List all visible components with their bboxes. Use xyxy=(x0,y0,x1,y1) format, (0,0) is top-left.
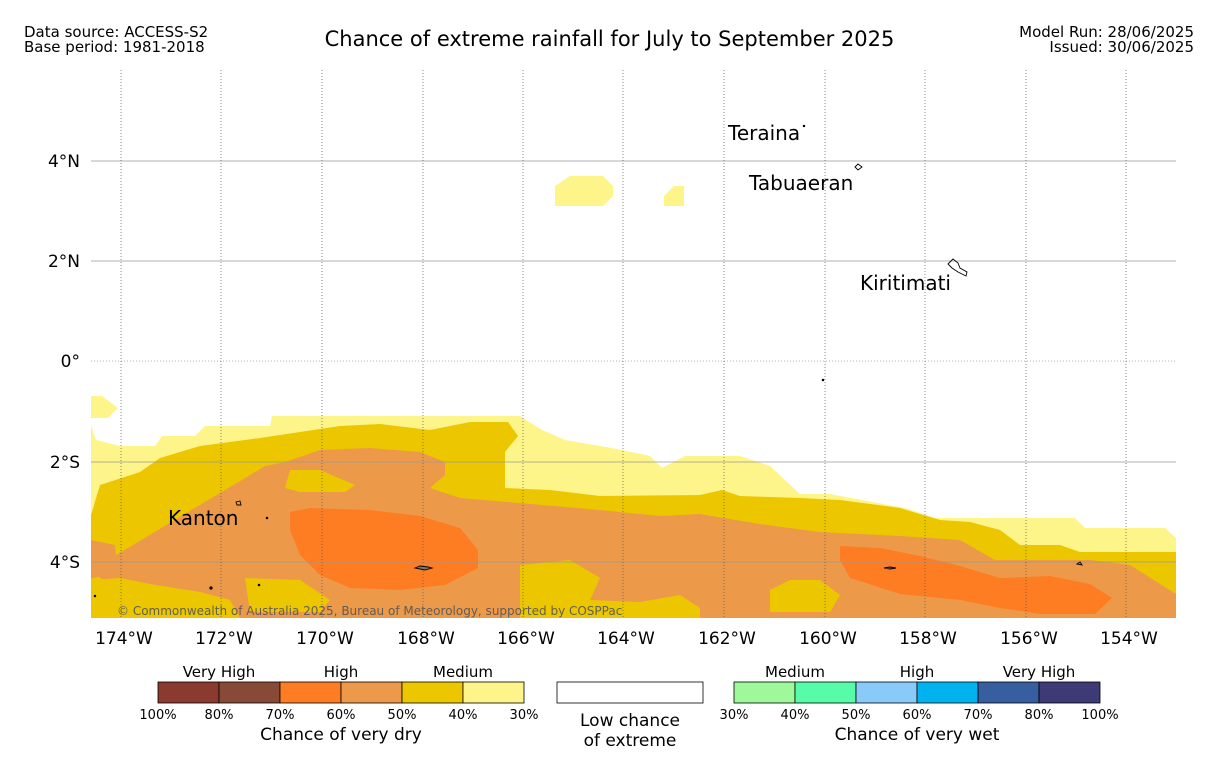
legend-dry-group-label: High xyxy=(324,663,358,681)
legend-wet-swatch-4 xyxy=(977,681,1040,704)
legend-wet-group-label: Medium xyxy=(765,663,825,681)
lat-tick-label: 0° xyxy=(61,352,80,372)
medium-dry-pocket xyxy=(285,470,355,492)
legend-wet-swatch-5 xyxy=(1038,681,1101,704)
lat-tick-label: 2°N xyxy=(48,252,80,272)
page-title: Chance of extreme rainfall for July to S… xyxy=(324,27,895,51)
legend-low-chance: Low chance of extreme xyxy=(556,681,704,751)
legend-wet-tick: 100% xyxy=(1081,708,1118,723)
latitude-gridlines xyxy=(91,160,1176,563)
legend-dry-swatch-5 xyxy=(462,681,525,704)
legend-dry-tick: 100% xyxy=(139,708,176,723)
legend-dry-tick: 60% xyxy=(327,708,356,723)
high-dry-region xyxy=(91,540,118,578)
legend-wet-swatch-0 xyxy=(733,681,796,704)
model-run-label: Model Run: 28/06/2025 xyxy=(1019,23,1194,41)
legend-dry-swatch-4 xyxy=(401,681,464,704)
map-plot-area xyxy=(91,70,1176,618)
legend-dry: Very High High Medium 100% 80% 70% 60% 5… xyxy=(139,663,538,745)
legend-dry-tick: 80% xyxy=(205,708,234,723)
lat-tick-label: 2°S xyxy=(50,453,80,473)
legend-dry-swatch-3 xyxy=(340,681,403,704)
legend-wet-group-label: Very High xyxy=(1003,663,1076,681)
data-source-label: Data source: ACCESS-S2 xyxy=(24,23,209,41)
island-outlines xyxy=(93,124,1083,598)
legend-dry-tick: 70% xyxy=(266,708,295,723)
legend-dry-caption: Chance of very dry xyxy=(260,725,422,745)
legend-low-chance-line2: of extreme xyxy=(584,731,677,751)
legend-wet-tick: 30% xyxy=(720,708,749,723)
legend-wet-caption: Chance of very wet xyxy=(835,725,1000,745)
lon-tick-label: 166°W xyxy=(497,629,555,649)
lat-tick-label: 4°N xyxy=(48,152,80,172)
legend-dry-swatch-2 xyxy=(279,681,342,704)
lon-tick-label: 164°W xyxy=(597,629,655,649)
lon-tick-label: 174°W xyxy=(95,629,153,649)
lon-tick-label: 170°W xyxy=(296,629,354,649)
lon-tick-label: 168°W xyxy=(397,629,455,649)
place-label-teraina: Teraina xyxy=(727,121,800,145)
lon-tick-label: 162°W xyxy=(698,629,756,649)
medium-dry-pocket xyxy=(770,580,840,612)
place-label-kiritimati: Kiritimati xyxy=(860,271,951,295)
lon-tick-label: 160°W xyxy=(799,629,857,649)
legend-wet: Medium High Very High 30% 40% 50% 60% 70… xyxy=(720,663,1119,745)
legend-dry-tick: 40% xyxy=(449,708,478,723)
medium-dry-pocket xyxy=(91,578,240,618)
medium-dry-light-region xyxy=(555,176,613,206)
copyright-notice: © Commonwealth of Australia 2025, Bureau… xyxy=(117,604,622,618)
lon-tick-label: 156°W xyxy=(1000,629,1058,649)
high-dry-core-region xyxy=(290,508,478,590)
lon-tick-label: 158°W xyxy=(899,629,957,649)
legend-dry-swatch-1 xyxy=(218,681,281,704)
issued-label: Issued: 30/06/2025 xyxy=(1049,38,1194,56)
medium-dry-light-region xyxy=(664,186,684,206)
lon-tick-label: 154°W xyxy=(1100,629,1158,649)
place-label-kanton: Kanton xyxy=(168,506,238,530)
legend-wet-tick: 80% xyxy=(1025,708,1054,723)
legend-wet-swatch-1 xyxy=(794,681,857,704)
medium-dry-light-region xyxy=(91,396,118,418)
legend-wet-tick: 50% xyxy=(842,708,871,723)
legend-dry-tick: 50% xyxy=(388,708,417,723)
legend-wet-tick: 70% xyxy=(964,708,993,723)
legend-low-chance-swatch xyxy=(556,681,704,704)
base-period-label: Base period: 1981-2018 xyxy=(24,38,205,56)
longitude-gridlines xyxy=(120,70,1127,618)
legend-dry-tick: 30% xyxy=(510,708,539,723)
place-label-tabuaeran: Tabuaeran xyxy=(748,171,853,195)
legend-dry-swatch-0 xyxy=(157,681,220,704)
legend-wet-swatch-2 xyxy=(855,681,918,704)
legend-low-chance-line1: Low chance xyxy=(580,711,680,731)
lat-tick-label: 4°S xyxy=(50,553,80,573)
legend-wet-swatch-3 xyxy=(916,681,979,704)
medium-dry-pocket xyxy=(245,578,330,612)
high-dry-core-region xyxy=(840,546,1112,614)
lon-tick-label: 172°W xyxy=(195,629,253,649)
medium-dry-pocket xyxy=(520,560,700,618)
legend-dry-group-label: Very High xyxy=(183,663,256,681)
legend-wet-tick: 40% xyxy=(781,708,810,723)
legend-wet-tick: 60% xyxy=(903,708,932,723)
legend-dry-group-label: Medium xyxy=(433,663,493,681)
legend-wet-group-label: High xyxy=(900,663,934,681)
